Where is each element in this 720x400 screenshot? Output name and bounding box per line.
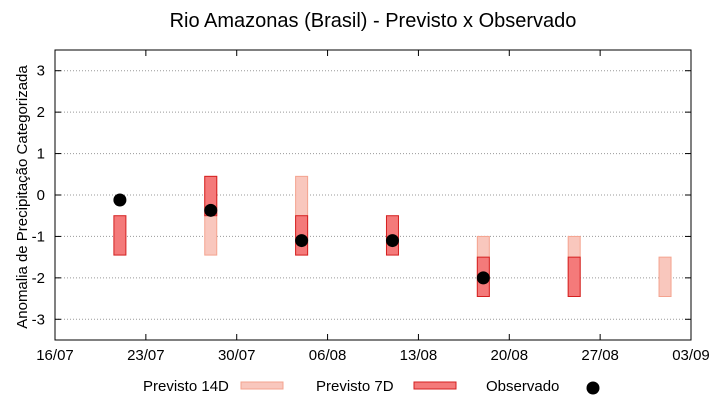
previsto-7d-bar xyxy=(113,215,127,256)
legend-label: Previsto 14D xyxy=(143,378,229,395)
observado-point xyxy=(113,193,127,207)
plot-frame xyxy=(54,49,692,341)
observado-point xyxy=(204,203,218,217)
y-tick-label: -1 xyxy=(32,228,45,245)
grid-lines xyxy=(55,70,691,320)
y-tick-label: 1 xyxy=(37,146,45,163)
y-tick-label: 3 xyxy=(37,63,45,80)
previsto-7d-bar xyxy=(567,256,581,297)
legend: Previsto 14D Previsto 7D Observado xyxy=(143,378,600,395)
x-tick-label: 30/07 xyxy=(218,347,256,364)
legend-swatch xyxy=(586,381,600,395)
x-tick-label: 27/08 xyxy=(581,347,619,364)
legend-label: Observado xyxy=(486,378,559,395)
x-tick-label: 20/08 xyxy=(491,347,529,364)
x-tick-label: 16/07 xyxy=(36,347,74,364)
chart-title: Rio Amazonas (Brasil) - Previsto x Obser… xyxy=(170,10,577,32)
y-axis-ticks: -3 -2 -1 0 1 2 3 xyxy=(32,63,691,328)
legend-swatch xyxy=(413,381,457,390)
y-tick-label: 0 xyxy=(37,187,45,204)
previsto-14d-bar xyxy=(658,256,672,297)
observado-point xyxy=(385,234,399,248)
plot-marks xyxy=(113,175,672,298)
y-tick-label: -2 xyxy=(32,270,45,287)
observado-point xyxy=(476,271,490,285)
y-axis-label: Anomalia de Precipitação Categorizada xyxy=(14,65,31,329)
x-tick-label: 13/08 xyxy=(400,347,438,364)
y-tick-label: 2 xyxy=(37,104,45,121)
x-tick-label: 23/07 xyxy=(127,347,165,364)
x-tick-label: 03/09 xyxy=(672,347,710,364)
y-tick-label: -3 xyxy=(32,311,45,328)
x-axis-ticks: 16/07 23/07 30/07 06/08 13/08 20/08 27/08 03/09 xyxy=(36,50,710,364)
legend-swatch xyxy=(240,381,284,390)
observado-point xyxy=(295,234,309,248)
x-tick-label: 06/08 xyxy=(309,347,347,364)
legend-label: Previsto 7D xyxy=(316,378,394,395)
